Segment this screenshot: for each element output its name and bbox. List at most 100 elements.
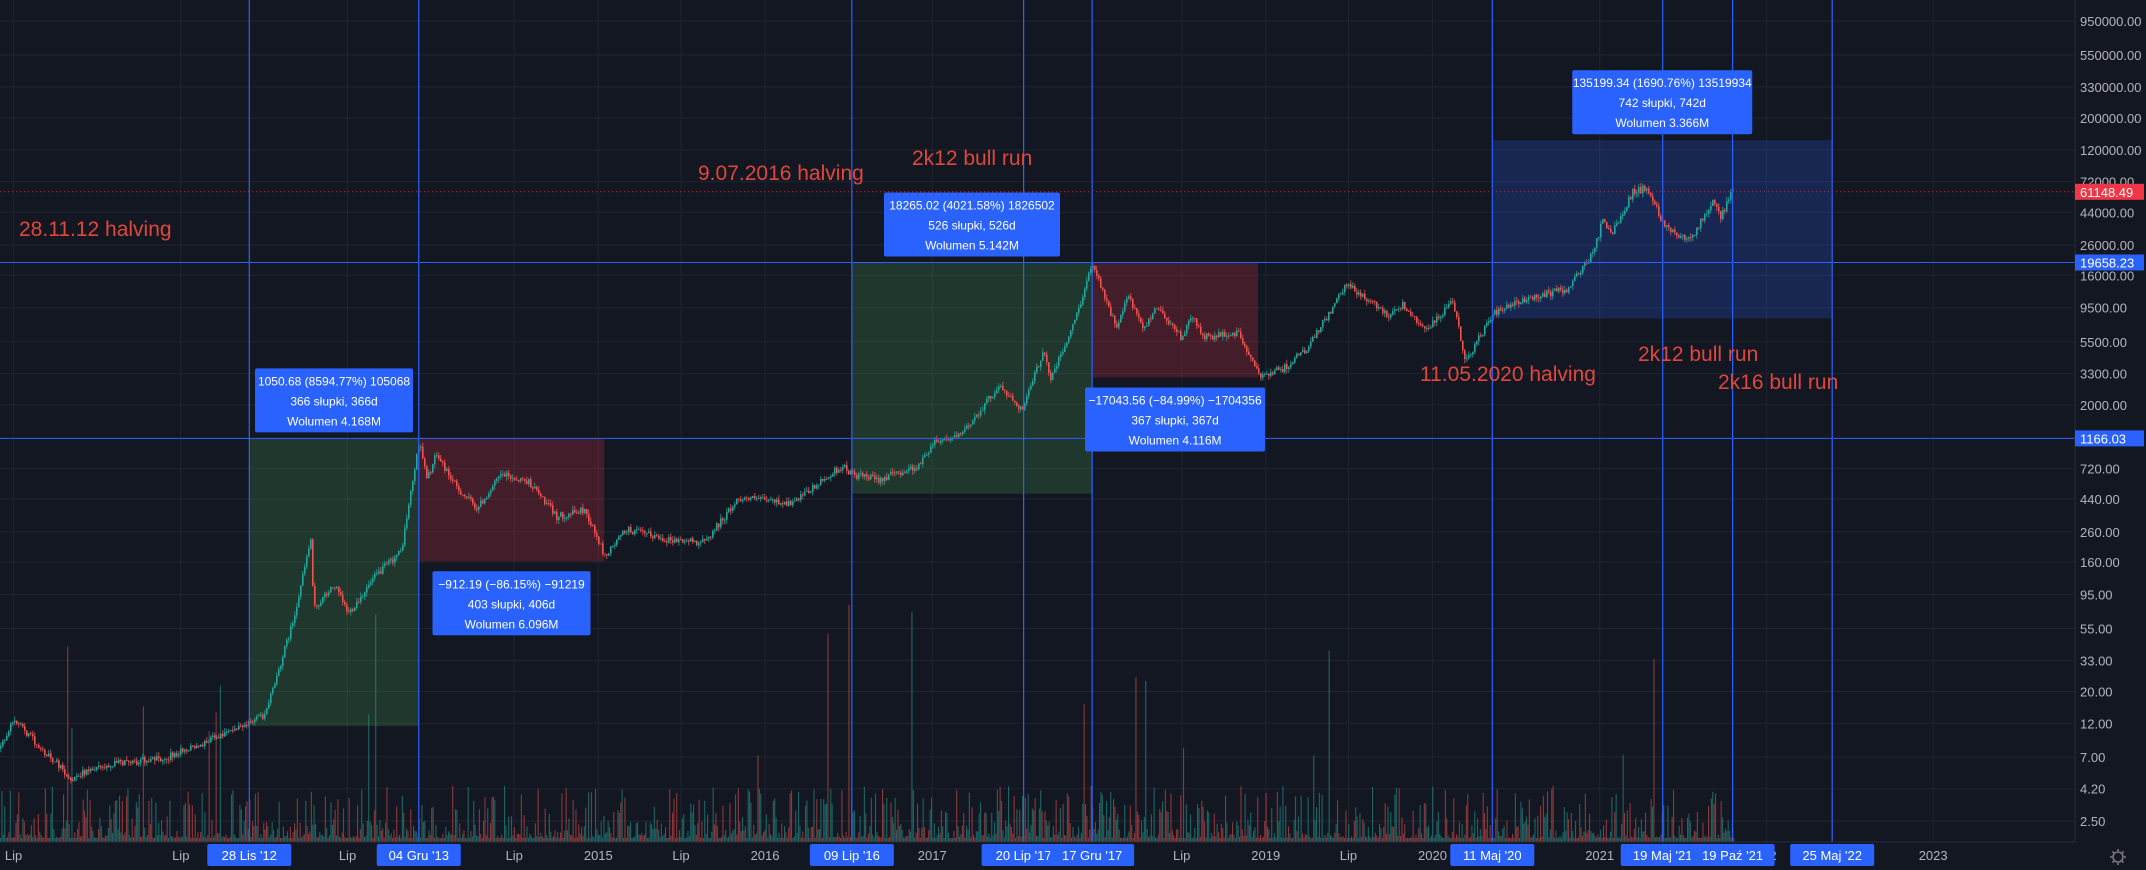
x-tick-label: Lip <box>1340 848 1357 863</box>
volume-bar <box>967 830 969 842</box>
volume-bar <box>1162 801 1164 842</box>
volume-bar <box>1547 791 1549 842</box>
candle-body <box>1478 335 1480 342</box>
candle-body <box>0 746 2 749</box>
volume-bar <box>856 837 858 842</box>
candle-body <box>1484 325 1486 335</box>
volume-bar <box>1353 821 1355 842</box>
candle-body <box>1688 236 1690 239</box>
candle-body <box>1230 335 1232 337</box>
candle-body <box>1456 311 1458 318</box>
candle-body <box>520 478 522 482</box>
range-label-text: Wolumen 4.168M <box>287 414 381 428</box>
candle-body <box>1316 330 1318 338</box>
volume-bar <box>336 835 338 842</box>
volume-bar <box>1324 834 1326 842</box>
candle-body <box>482 500 484 504</box>
volume-bar <box>177 836 179 842</box>
candle-body <box>1344 284 1346 293</box>
volume-bar <box>1013 796 1015 842</box>
volume-bar <box>817 829 819 842</box>
candle-body <box>1476 341 1478 345</box>
candle-body <box>1460 326 1462 341</box>
volume-bar <box>1491 837 1493 842</box>
volume-bar <box>932 837 934 842</box>
candle-body <box>752 496 754 498</box>
candle-body <box>1170 323 1172 325</box>
candle-body <box>1706 213 1708 215</box>
candle-body <box>1148 318 1150 326</box>
volume-bar <box>498 837 500 842</box>
volume-bar <box>495 837 497 842</box>
volume-bar <box>364 837 366 842</box>
candle-body <box>648 531 650 534</box>
volume-bar <box>905 835 907 842</box>
candle-body <box>1432 320 1434 328</box>
volume-bar <box>1346 837 1348 842</box>
candle-body <box>958 433 960 437</box>
candle-body <box>1158 308 1160 310</box>
volume-bar <box>240 809 242 842</box>
volume-bar <box>1418 828 1420 842</box>
candle-body <box>980 410 982 416</box>
candle-body <box>966 425 968 429</box>
volume-bar <box>1436 821 1438 842</box>
volume-bar <box>58 837 60 842</box>
volume-bar <box>312 824 314 842</box>
candle-body <box>266 708 268 715</box>
volume-bar <box>772 800 774 842</box>
volume-bar <box>1086 816 1088 842</box>
date-marker-tag-text: 09 Lip '16 <box>824 848 880 863</box>
candle-body <box>1418 322 1420 324</box>
candle-body <box>1426 327 1428 329</box>
candle-body <box>1390 314 1392 318</box>
volume-bar <box>953 831 955 842</box>
volume-bar <box>704 800 706 842</box>
volume-bar <box>1381 837 1383 842</box>
candle-body <box>908 468 910 472</box>
settings-gear-icon[interactable] <box>2110 849 2126 865</box>
volume-bar <box>1514 793 1516 842</box>
volume-bar <box>1335 824 1337 842</box>
volume-bar <box>680 837 682 842</box>
candle-body <box>1134 307 1136 309</box>
volume-bar <box>665 827 667 842</box>
volume-bar <box>1561 837 1563 842</box>
x-tick-label: 2019 <box>1251 848 1280 863</box>
volume-bar <box>1365 836 1367 842</box>
volume-bar <box>32 837 34 842</box>
volume-bar <box>1184 837 1186 842</box>
volume-bar <box>422 822 424 842</box>
volume-bar <box>968 792 970 842</box>
volume-bar <box>1157 834 1159 842</box>
volume-bar <box>1545 813 1547 842</box>
candle-body <box>10 723 12 732</box>
volume-bar <box>1727 820 1729 842</box>
candle-body <box>204 741 206 747</box>
volume-bar <box>600 821 602 842</box>
volume-bar <box>1556 837 1558 842</box>
candle-body <box>582 507 584 514</box>
volume-bar <box>502 837 504 842</box>
volume-bar <box>602 837 604 842</box>
volume-bar <box>1471 825 1473 842</box>
candle-body <box>1224 332 1226 337</box>
volume-bar <box>1633 828 1635 842</box>
candle-body <box>1328 312 1330 321</box>
volume-bar <box>1586 833 1588 842</box>
volume-bar <box>555 837 557 842</box>
candle-body <box>918 463 920 470</box>
volume-bar <box>1363 822 1365 842</box>
range-label-text: 526 słupki, 526d <box>928 218 1015 232</box>
volume-bar <box>1688 813 1690 842</box>
volume-bar <box>51 786 53 842</box>
candle-body <box>610 546 612 554</box>
candle-body <box>806 490 808 492</box>
candle-body <box>1084 288 1086 298</box>
volume-bar <box>1415 834 1417 842</box>
candle-body <box>80 775 82 777</box>
volume-bar <box>0 837 2 842</box>
candle-body <box>1620 215 1622 223</box>
volume-bar <box>1428 825 1430 842</box>
